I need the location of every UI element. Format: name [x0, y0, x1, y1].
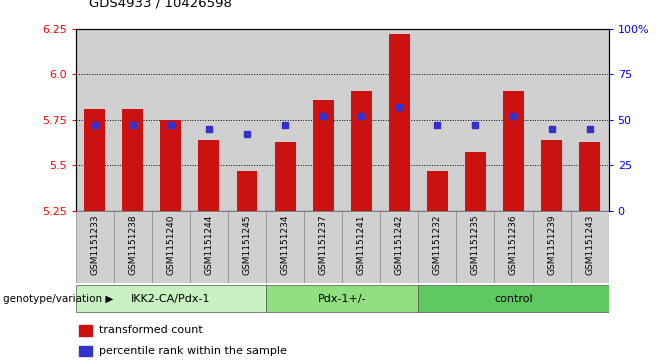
Text: control: control	[494, 294, 533, 303]
Bar	[579, 142, 600, 211]
FancyBboxPatch shape	[266, 285, 418, 313]
Bar	[503, 91, 524, 211]
Bar	[236, 171, 257, 211]
Text: GDS4933 / 10426598: GDS4933 / 10426598	[89, 0, 232, 9]
Text: genotype/variation ▶: genotype/variation ▶	[3, 294, 114, 303]
Bar	[228, 211, 266, 283]
Point	[318, 113, 328, 119]
Text: transformed count: transformed count	[99, 325, 203, 335]
Bar	[266, 211, 304, 283]
Point	[394, 104, 405, 110]
Bar	[114, 29, 152, 211]
Text: GSM1151242: GSM1151242	[395, 214, 404, 274]
Text: GSM1151235: GSM1151235	[471, 214, 480, 275]
Bar	[114, 211, 152, 283]
Bar	[304, 211, 342, 283]
Text: GSM1151236: GSM1151236	[509, 214, 518, 275]
Bar	[152, 211, 190, 283]
Text: GSM1151244: GSM1151244	[205, 214, 213, 274]
Bar	[351, 91, 372, 211]
Bar	[79, 325, 92, 335]
Bar	[465, 152, 486, 211]
Text: GSM1151234: GSM1151234	[280, 214, 290, 275]
Point	[166, 122, 176, 128]
Text: GSM1151241: GSM1151241	[357, 214, 366, 275]
Point	[356, 113, 367, 119]
Point	[128, 122, 138, 128]
Bar	[161, 120, 182, 211]
Text: GSM1151233: GSM1151233	[90, 214, 99, 275]
Text: GSM1151245: GSM1151245	[243, 214, 251, 275]
Point	[546, 126, 557, 132]
Bar	[266, 29, 304, 211]
Point	[508, 113, 519, 119]
Bar	[380, 29, 418, 211]
Bar	[190, 211, 228, 283]
Bar	[427, 171, 448, 211]
Bar	[76, 211, 114, 283]
Text: IKK2-CA/Pdx-1: IKK2-CA/Pdx-1	[131, 294, 211, 303]
FancyBboxPatch shape	[76, 285, 266, 313]
Bar	[418, 211, 457, 283]
Text: GSM1151240: GSM1151240	[166, 214, 175, 275]
Text: GSM1151237: GSM1151237	[318, 214, 328, 275]
Bar	[122, 109, 143, 211]
Point	[280, 122, 290, 128]
Text: GSM1151239: GSM1151239	[547, 214, 556, 275]
Bar	[190, 29, 228, 211]
Bar	[199, 140, 219, 211]
Bar	[313, 100, 334, 211]
Bar	[389, 34, 410, 211]
Bar	[494, 29, 532, 211]
Bar	[494, 211, 532, 283]
Bar	[79, 346, 92, 356]
Bar	[570, 211, 609, 283]
FancyBboxPatch shape	[418, 285, 609, 313]
Point	[432, 122, 443, 128]
Point	[470, 122, 480, 128]
Bar	[570, 29, 609, 211]
Point	[241, 131, 252, 137]
Bar	[304, 29, 342, 211]
Text: GSM1151243: GSM1151243	[585, 214, 594, 275]
Bar	[274, 142, 295, 211]
Bar	[532, 211, 570, 283]
Text: Pdx-1+/-: Pdx-1+/-	[318, 294, 367, 303]
Bar	[342, 211, 380, 283]
Point	[89, 122, 100, 128]
Bar	[532, 29, 570, 211]
Bar	[342, 29, 380, 211]
Bar	[457, 211, 494, 283]
Bar	[84, 109, 105, 211]
Bar	[541, 140, 562, 211]
Text: percentile rank within the sample: percentile rank within the sample	[99, 346, 287, 356]
Bar	[380, 211, 418, 283]
Bar	[228, 29, 266, 211]
Text: GSM1151232: GSM1151232	[433, 214, 442, 275]
Bar	[152, 29, 190, 211]
Bar	[418, 29, 457, 211]
Point	[204, 126, 215, 132]
Bar	[457, 29, 494, 211]
Point	[584, 126, 595, 132]
Bar	[76, 29, 114, 211]
Text: GSM1151238: GSM1151238	[128, 214, 138, 275]
